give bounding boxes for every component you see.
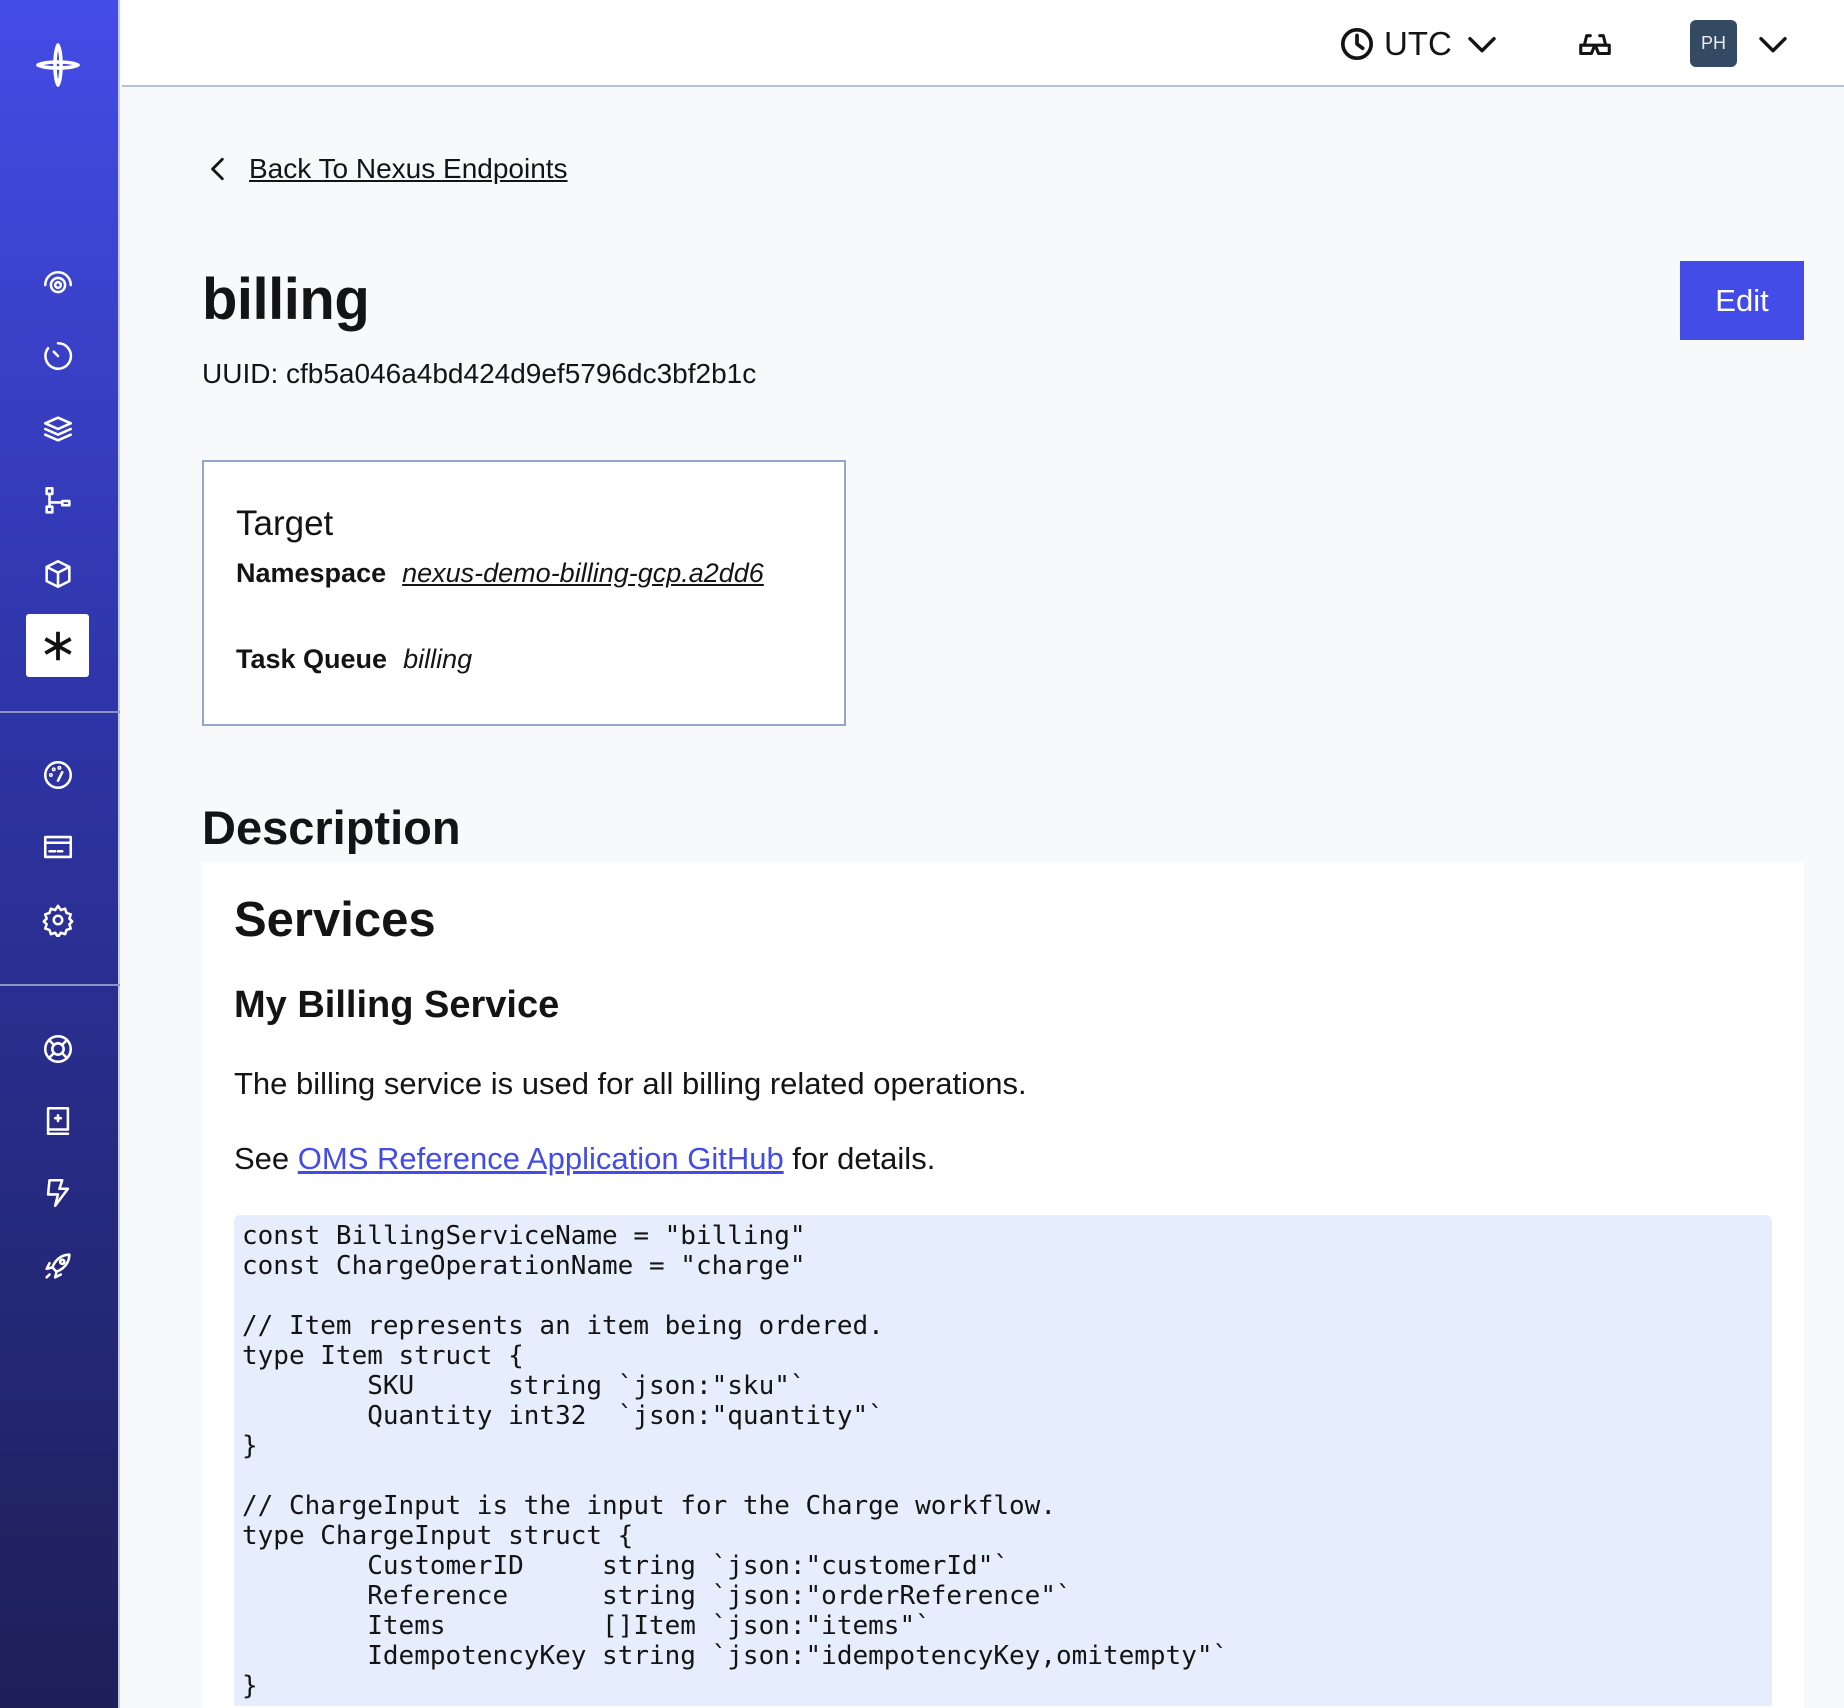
- details-paragraph: See OMS Reference Application GitHub for…: [234, 1141, 935, 1177]
- timezone-selector[interactable]: UTC: [1340, 0, 1498, 87]
- target-card: Target Namespace nexus-demo-billing-gcp.…: [202, 460, 846, 726]
- batch-icon[interactable]: [36, 407, 80, 451]
- sidebar: [0, 0, 120, 1708]
- archive-icon[interactable]: [36, 552, 80, 596]
- glasses-icon: [1579, 33, 1611, 55]
- billing-icon[interactable]: [36, 825, 80, 869]
- timezone-label: UTC: [1384, 24, 1452, 62]
- sidebar-divider: [0, 711, 120, 713]
- service-heading: My Billing Service: [234, 984, 560, 1026]
- task-queue-label: Task Queue: [236, 644, 388, 674]
- nexus-icon[interactable]: [26, 614, 89, 677]
- sidebar-divider: [0, 984, 120, 986]
- user-menu[interactable]: PH: [1690, 0, 1789, 87]
- task-queue-value: billing: [403, 644, 473, 674]
- settings-icon[interactable]: [36, 898, 80, 942]
- chevron-down-icon: [1759, 36, 1787, 52]
- code-block: const BillingServiceName = "billing" con…: [234, 1215, 1772, 1706]
- services-heading: Services: [234, 893, 436, 947]
- target-heading: Target: [236, 504, 334, 543]
- avatar: PH: [1690, 20, 1737, 67]
- data-encoder-button[interactable]: [1576, 0, 1614, 87]
- description-heading: Description: [202, 801, 461, 854]
- clock-icon: [1340, 27, 1374, 60]
- namespace-row: Namespace nexus-demo-billing-gcp.a2dd6: [236, 558, 764, 589]
- usage-icon[interactable]: [36, 753, 80, 797]
- chevron-left-icon: [211, 157, 224, 181]
- service-description: The billing service is used for all bill…: [234, 1066, 1027, 1101]
- back-to-nexus-endpoints-link[interactable]: Back To Nexus Endpoints: [249, 153, 568, 184]
- endpoint-uuid: UUID: cfb5a046a4bd424d9ef5796dc3bf2b1c: [202, 358, 757, 389]
- docs-icon[interactable]: [36, 1099, 80, 1143]
- edit-button[interactable]: Edit: [1680, 261, 1804, 340]
- task-queue-row: Task Queue billing: [236, 644, 472, 675]
- namespace-label: Namespace: [236, 558, 387, 588]
- temporal-logo-icon[interactable]: [32, 39, 84, 91]
- see-suffix: for details.: [783, 1141, 936, 1176]
- see-prefix: See: [234, 1141, 298, 1176]
- chevron-down-icon: [1468, 36, 1496, 52]
- top-bar: UTC PH: [122, 0, 1844, 87]
- workflows-icon[interactable]: [36, 263, 80, 307]
- back-link[interactable]: Back To Nexus Endpoints: [205, 153, 568, 185]
- oms-github-link[interactable]: OMS Reference Application GitHub: [297, 1141, 784, 1176]
- deployments-icon[interactable]: [36, 479, 80, 523]
- description-content: Services My Billing Service The billing …: [202, 862, 1804, 1708]
- namespace-link[interactable]: nexus-demo-billing-gcp.a2dd6: [402, 558, 764, 588]
- quickstart-icon[interactable]: [36, 1244, 80, 1288]
- support-icon[interactable]: [36, 1027, 80, 1071]
- feedback-icon[interactable]: [36, 1171, 80, 1215]
- schedules-icon[interactable]: [36, 334, 80, 378]
- page-title: billing: [202, 267, 370, 332]
